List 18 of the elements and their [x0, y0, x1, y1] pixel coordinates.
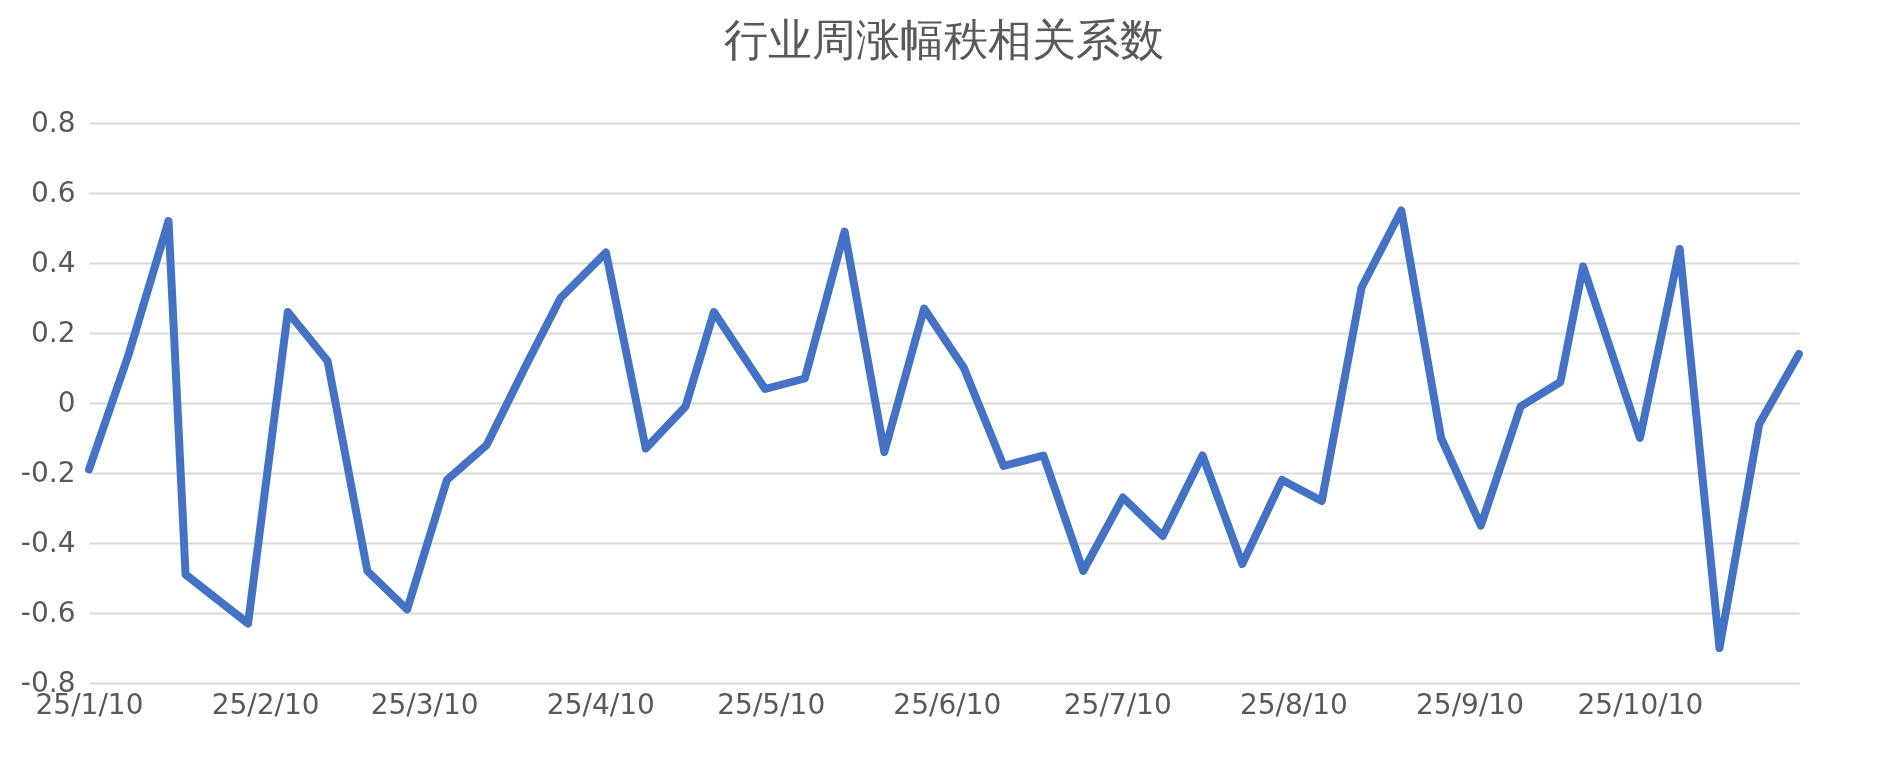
y-tick-label: -0.2 [20, 455, 76, 489]
y-tick-label: -0.6 [20, 595, 76, 629]
x-tick-label: 25/6/10 [893, 687, 1002, 721]
y-tick-label: -0.4 [20, 525, 76, 559]
x-tick-label: 25/2/10 [211, 687, 320, 721]
x-tick-label: 25/7/10 [1063, 687, 1172, 721]
x-tick-label: 25/10/10 [1577, 687, 1704, 721]
x-tick-label: 25/3/10 [370, 687, 479, 721]
chart-title: 行业周涨幅秩相关系数 [724, 14, 1164, 65]
x-tick-label: 25/5/10 [717, 687, 826, 721]
x-tick-label: 25/9/10 [1416, 687, 1524, 721]
y-tick-label: 0 [57, 385, 76, 419]
y-tick-label: 0.8 [30, 105, 76, 139]
x-tick-label: 25/4/10 [546, 687, 655, 721]
y-tick-label: 0.2 [30, 315, 76, 349]
y-tick-label: 0.4 [30, 245, 76, 279]
y-tick-label: 0.6 [30, 175, 76, 209]
x-tick-label: 25/8/10 [1239, 687, 1348, 721]
